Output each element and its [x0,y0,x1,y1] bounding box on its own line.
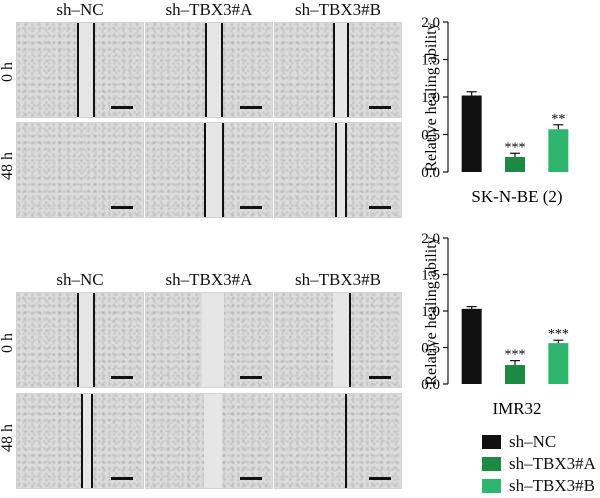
bar-0 [461,95,482,172]
micrograph-sh-nc-0h-bottom [16,292,144,388]
micrograph-sh-tbx3-a-48h-top [145,122,273,218]
micrograph-sh-nc-48h-top [16,122,144,218]
legend-label-sh-tbx3-a: sh–TBX3#A [509,454,596,473]
col-label-sh-tbx3-a-bottom: sh–TBX3#A [165,270,253,289]
bar-1 [505,157,525,172]
chart-title: SK-N-BE (2) [471,187,562,206]
y-tick-label: 0.5 [421,128,440,144]
col-label-sh-nc-top: sh–NC [56,0,104,19]
legend-label-sh-nc: sh–NC [509,432,557,451]
significance-label-1: *** [505,140,526,155]
y-tick-label: 2.0 [421,15,440,31]
micrograph-sh-tbx3-b-48h-bottom [274,393,402,489]
y-axis-label: Relative healing ability [423,22,440,171]
bar-0 [461,308,482,384]
legend-label-sh-tbx3-b: sh–TBX3#B [509,476,595,495]
micrograph-sh-nc-48h-bottom [16,393,144,489]
significance-label-1: *** [505,348,526,363]
col-label-sh-nc-bottom: sh–NC [56,270,104,289]
y-tick-label: 1.5 [421,53,440,69]
micrograph-sh-tbx3-a-48h-bottom [145,393,273,489]
micrograph-sh-tbx3-b-0h-top [274,22,402,118]
legend-swatch-sh-tbx3-a [482,457,501,471]
micrograph-sh-tbx3-b-48h-top [274,122,402,218]
micrograph-sh-nc-0h-top [16,22,144,118]
legend-swatch-sh-nc [482,435,501,449]
col-label-sh-tbx3-b-top: sh–TBX3#B [295,0,381,19]
y-tick-label: 0.0 [421,377,440,393]
micrograph-sh-tbx3-b-0h-bottom [274,292,402,388]
y-tick-label: 1.0 [421,90,440,106]
bar-1 [505,365,525,384]
y-tick-label: 1.0 [421,304,440,320]
significance-label-2: *** [548,327,569,342]
col-label-sh-tbx3-a-top: sh–TBX3#A [165,0,253,19]
micrograph-sh-tbx3-a-0h-top [145,22,273,118]
y-tick-label: 1.5 [421,268,440,284]
y-tick-label: 2.0 [421,231,440,247]
significance-label-2: ** [551,112,565,127]
chart-title: IMR32 [492,399,541,418]
bar-2 [548,343,569,384]
legend-swatch-sh-tbx3-b [482,479,501,493]
y-tick-label: 0.5 [421,341,440,357]
col-label-sh-tbx3-b-bottom: sh–TBX3#B [295,270,381,289]
bar-2 [548,129,569,172]
micrograph-sh-tbx3-a-0h-bottom [145,292,273,388]
y-axis-label: Relative healing ability [423,236,440,385]
y-tick-label: 0.0 [421,165,440,181]
